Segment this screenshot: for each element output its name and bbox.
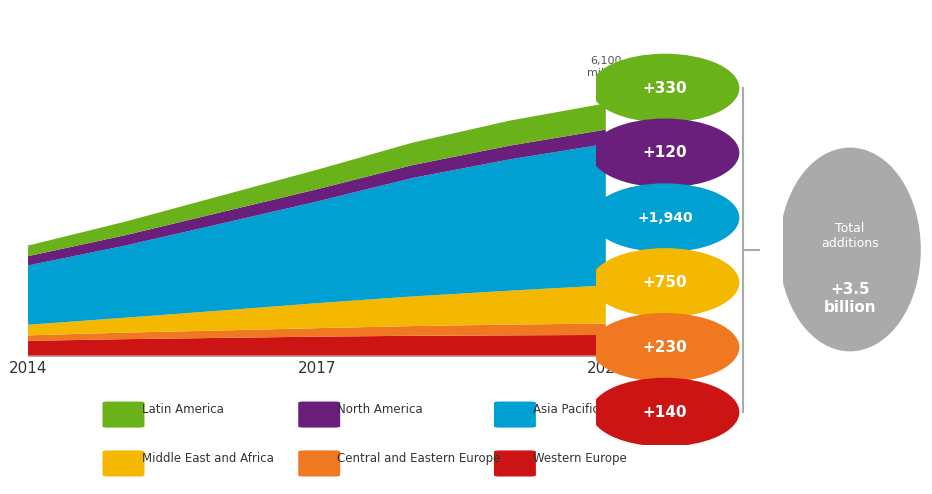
Text: +140: +140 (643, 405, 687, 420)
Text: +3.5
billion: +3.5 billion (824, 282, 876, 315)
Text: +750: +750 (643, 275, 687, 290)
Ellipse shape (591, 54, 739, 123)
Ellipse shape (591, 119, 739, 187)
FancyBboxPatch shape (103, 402, 144, 428)
Text: Central and Eastern Europe: Central and Eastern Europe (337, 452, 500, 464)
FancyBboxPatch shape (494, 451, 536, 477)
Text: Western Europe: Western Europe (533, 452, 627, 464)
FancyBboxPatch shape (298, 451, 340, 477)
FancyBboxPatch shape (298, 402, 340, 428)
Text: Asia Pacific: Asia Pacific (533, 403, 599, 415)
Ellipse shape (779, 148, 921, 351)
Ellipse shape (591, 248, 739, 317)
Text: Latin America: Latin America (142, 403, 224, 415)
Text: 6,100
million: 6,100 million (587, 56, 624, 78)
Ellipse shape (591, 313, 739, 382)
Text: Middle East and Africa: Middle East and Africa (142, 452, 273, 464)
Text: +330: +330 (643, 81, 687, 96)
Text: +1,940: +1,940 (637, 211, 692, 225)
Ellipse shape (591, 183, 739, 252)
Text: North America: North America (337, 403, 423, 415)
Text: +230: +230 (642, 340, 688, 355)
Text: +120: +120 (643, 145, 687, 161)
Ellipse shape (591, 378, 739, 447)
Text: Total
additions: Total additions (821, 222, 879, 250)
FancyBboxPatch shape (494, 402, 536, 428)
FancyBboxPatch shape (103, 451, 144, 477)
